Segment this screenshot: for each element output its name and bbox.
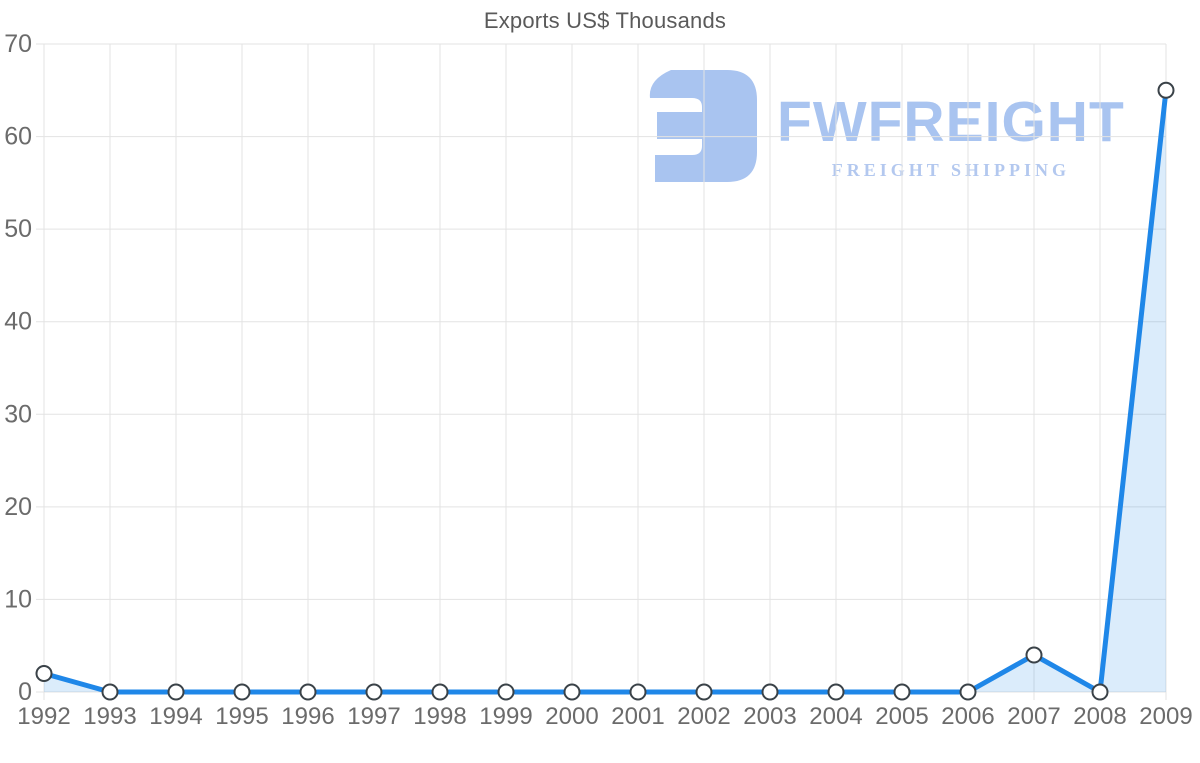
x-axis-label: 2003: [743, 703, 796, 730]
x-axis-label: 2000: [545, 703, 598, 730]
data-point-marker[interactable]: [365, 683, 383, 701]
data-point-marker[interactable]: [893, 683, 911, 701]
y-axis-label: 40: [4, 308, 32, 336]
x-axis-label: 2009: [1139, 703, 1192, 730]
data-point-marker[interactable]: [497, 683, 515, 701]
data-point-marker[interactable]: [233, 683, 251, 701]
x-axis-label: 2008: [1073, 703, 1126, 730]
y-axis-label: 0: [18, 678, 32, 706]
series-line: [41, 87, 1169, 695]
x-axis-label: 1996: [281, 703, 334, 730]
data-point-marker[interactable]: [35, 664, 53, 682]
y-axis-label: 10: [4, 585, 32, 613]
x-axis-label: 1995: [215, 703, 268, 730]
y-axis-label: 50: [4, 215, 32, 243]
data-point-marker[interactable]: [1157, 81, 1175, 99]
x-axis-label: 1993: [83, 703, 136, 730]
y-axis-label: 30: [4, 400, 32, 428]
data-point-marker[interactable]: [959, 683, 977, 701]
y-axis-label: 20: [4, 493, 32, 521]
data-point-marker[interactable]: [167, 683, 185, 701]
data-point-marker[interactable]: [101, 683, 119, 701]
x-axis-label: 2002: [677, 703, 730, 730]
chart-title: Exports US$ Thousands: [483, 8, 727, 33]
x-axis-label: 1992: [17, 703, 70, 730]
data-point-marker[interactable]: [695, 683, 713, 701]
x-axis-label: 2004: [809, 703, 862, 730]
data-point-marker[interactable]: [761, 683, 779, 701]
data-point-marker[interactable]: [629, 683, 647, 701]
data-point-marker[interactable]: [431, 683, 449, 701]
y-axis-label: 70: [4, 30, 32, 58]
data-point-marker[interactable]: [1091, 683, 1109, 701]
x-axis-label: 1997: [347, 703, 400, 730]
x-axis-label: 2005: [875, 703, 928, 730]
x-axis-label: 2001: [611, 703, 664, 730]
y-axis-label: 60: [4, 123, 32, 151]
x-axis-label: 1998: [413, 703, 466, 730]
data-point-marker[interactable]: [563, 683, 581, 701]
data-point-marker[interactable]: [827, 683, 845, 701]
x-axis-label: 1994: [149, 703, 202, 730]
x-axis-label: 2006: [941, 703, 994, 730]
series-area-fill: [44, 90, 1166, 693]
x-axis-label: 1999: [479, 703, 532, 730]
data-point-marker[interactable]: [299, 683, 317, 701]
data-point-marker[interactable]: [1025, 646, 1043, 664]
x-axis-label: 2007: [1007, 703, 1060, 730]
